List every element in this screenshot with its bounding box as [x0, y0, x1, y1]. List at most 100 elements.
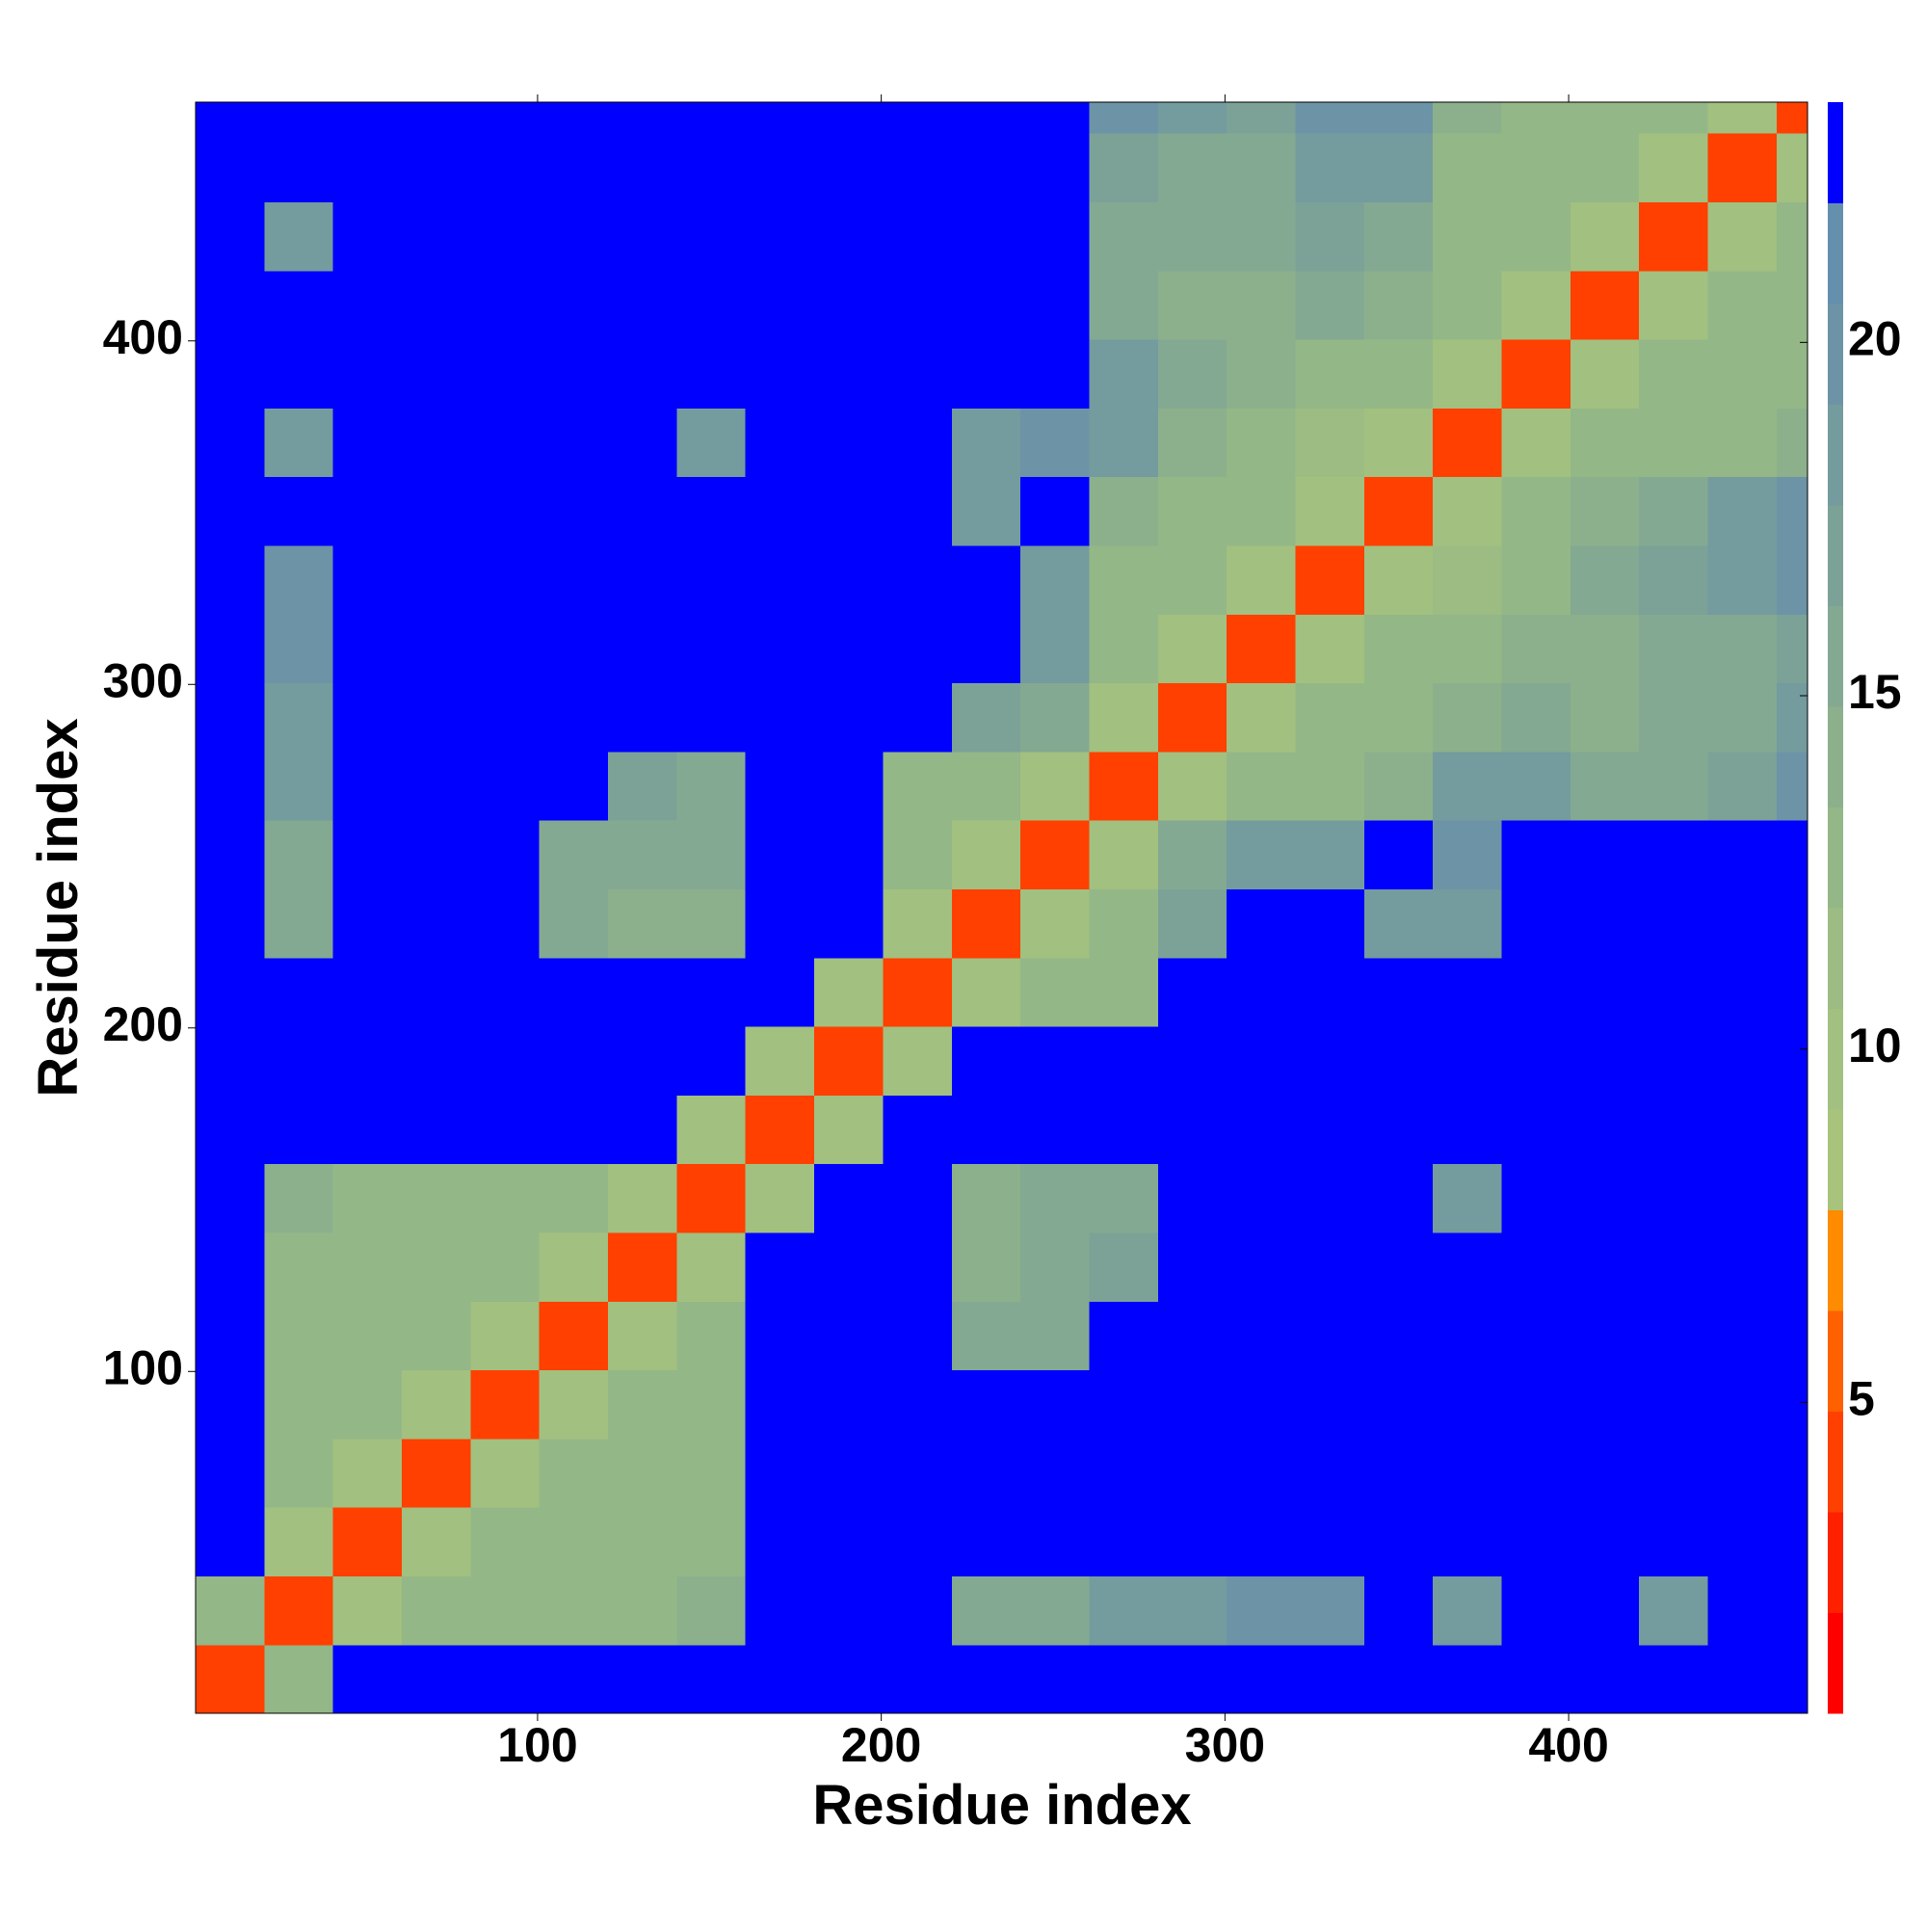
- heatmap-cell: [608, 888, 678, 959]
- heatmap-cell: [1707, 1095, 1778, 1165]
- heatmap-cell: [196, 102, 265, 134]
- heatmap-cell: [470, 408, 541, 478]
- y-tick-label: 400: [103, 310, 183, 364]
- heatmap-cell: [196, 201, 265, 272]
- heatmap-cell: [196, 1231, 265, 1302]
- heatmap-cell: [332, 1025, 403, 1096]
- heatmap-cell: [1089, 888, 1159, 959]
- heatmap-cell: [1570, 888, 1640, 959]
- heatmap-cell: [1707, 1025, 1778, 1096]
- heatmap-cell: [196, 1095, 265, 1165]
- heatmap-cell: [745, 544, 815, 615]
- heatmap-cell: [1363, 408, 1434, 478]
- heatmap-cell: [1227, 957, 1297, 1027]
- heatmap-cell: [332, 957, 403, 1027]
- heatmap-cell: [402, 957, 471, 1027]
- heatmap-cell: [1501, 614, 1571, 684]
- heatmap-cell: [1639, 1507, 1709, 1576]
- heatmap-cell: [1639, 476, 1709, 546]
- heatmap-cell: [1157, 751, 1227, 821]
- heatmap-cell: [1227, 1575, 1297, 1646]
- heatmap-cell: [883, 614, 953, 684]
- heatmap-cell: [1501, 1644, 1571, 1714]
- heatmap-cell: [196, 1301, 265, 1371]
- heatmap-cell: [883, 201, 953, 272]
- heatmap-cell: [1639, 1025, 1709, 1096]
- heatmap-cell: [1570, 270, 1640, 340]
- heatmap-cell: [676, 1095, 747, 1165]
- heatmap-cell: [1433, 408, 1503, 478]
- heatmap-cell: [1776, 102, 1808, 134]
- heatmap-cell: [814, 1231, 884, 1302]
- heatmap-cell: [264, 408, 334, 478]
- heatmap-cell: [1295, 888, 1365, 959]
- heatmap-cell: [264, 614, 334, 684]
- colorbar-segment: [1828, 605, 1843, 707]
- heatmap-cell: [1363, 1644, 1434, 1714]
- y-tick-label: 300: [103, 653, 183, 707]
- heatmap-cell: [402, 1507, 471, 1576]
- heatmap-cell: [1363, 544, 1434, 615]
- heatmap-cell: [1501, 1163, 1571, 1233]
- heatmap-cell: [196, 820, 265, 889]
- heatmap-cell: [608, 133, 678, 202]
- heatmap-cell: [402, 888, 471, 959]
- heatmap-cell: [608, 1507, 678, 1576]
- heatmap-cell: [745, 751, 815, 821]
- heatmap-cell: [1707, 1438, 1778, 1508]
- heatmap-cell: [676, 1575, 747, 1646]
- heatmap-cell: [1707, 888, 1778, 959]
- heatmap-cell: [883, 544, 953, 615]
- heatmap-cell: [1501, 682, 1571, 753]
- heatmap-cell: [1227, 408, 1297, 478]
- heatmap-cell: [951, 133, 1021, 202]
- heatmap-cell: [1227, 1369, 1297, 1440]
- heatmap-cell: [1020, 201, 1091, 272]
- heatmap-cell: [951, 1438, 1021, 1508]
- heatmap-cell: [951, 1301, 1021, 1371]
- heatmap-cell: [1501, 1507, 1571, 1576]
- colorbar-tick-label: 10: [1848, 1019, 1902, 1072]
- heatmap-cell: [1157, 1301, 1227, 1371]
- heatmap-cell: [1020, 751, 1091, 821]
- heatmap-cell: [196, 1644, 265, 1714]
- heatmap-cell: [196, 338, 265, 409]
- heatmap-cell: [264, 888, 334, 959]
- heatmap-cell: [814, 957, 884, 1027]
- heatmap-cell: [1227, 133, 1297, 202]
- heatmap-cell: [1363, 1095, 1434, 1165]
- heatmap-cell: [1501, 102, 1571, 134]
- heatmap-cell: [1570, 1644, 1640, 1714]
- heatmap-cell: [196, 888, 265, 959]
- heatmap-cell: [676, 270, 747, 340]
- heatmap-cell: [1570, 201, 1640, 272]
- heatmap-cell: [1776, 820, 1808, 889]
- heatmap-cell: [1570, 1231, 1640, 1302]
- heatmap-cell: [539, 1575, 609, 1646]
- heatmap-cell: [676, 408, 747, 478]
- heatmap-cell: [814, 476, 884, 546]
- heatmap-cell: [814, 338, 884, 409]
- y-tick-label: 100: [103, 1340, 183, 1394]
- colorbar-tick-label: 5: [1848, 1372, 1875, 1426]
- heatmap-cell: [814, 1025, 884, 1096]
- heatmap-cell: [1363, 614, 1434, 684]
- heatmap-cell: [1363, 1507, 1434, 1576]
- heatmap-cell: [402, 1644, 471, 1714]
- heatmap-cell: [1433, 1163, 1503, 1233]
- heatmap-cell: [745, 1438, 815, 1508]
- heatmap-cell: [1570, 1095, 1640, 1165]
- heatmap-cell: [470, 1095, 541, 1165]
- heatmap-cell: [676, 133, 747, 202]
- heatmap-cell: [814, 820, 884, 889]
- colorbar-segment: [1828, 404, 1843, 506]
- heatmap-cell: [814, 1438, 884, 1508]
- heatmap-cell: [676, 682, 747, 753]
- heatmap-cell: [470, 544, 541, 615]
- heatmap-cell: [608, 270, 678, 340]
- heatmap-cell: [951, 102, 1021, 134]
- heatmap-cell: [1089, 133, 1159, 202]
- heatmap-cell: [1295, 1438, 1365, 1508]
- heatmap-cell: [1639, 544, 1709, 615]
- heatmap-cell: [1157, 682, 1227, 753]
